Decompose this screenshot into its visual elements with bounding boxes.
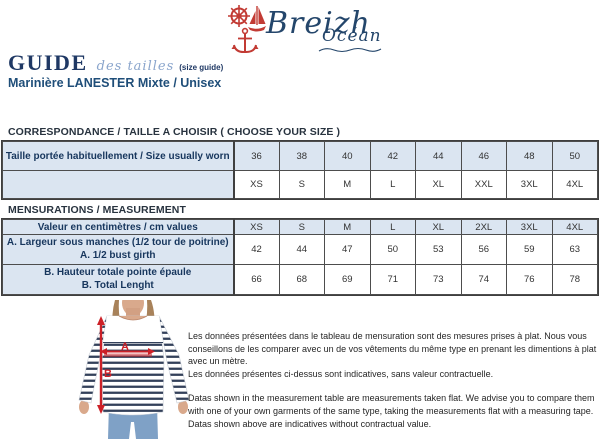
row-label-en: A. 1/2 bust girth [79, 249, 156, 261]
notes-block: Les données présentées dans le tableau d… [188, 330, 600, 430]
table-row-bust-girth: A. Largeur sous manches (1/2 tour de poi… [2, 234, 598, 265]
row-label-empty [2, 170, 234, 199]
guide-note: (size guide) [179, 63, 224, 72]
section-title-measurements: MENSURATIONS / MEASUREMENT [8, 204, 186, 216]
header-label-cm-values: Valeur en centimètres / cm values [2, 219, 234, 235]
hand-left [79, 400, 89, 414]
brand-name-breizh: Breizh [266, 6, 371, 41]
note-french-2: Les données présentes ci-dessus sont ind… [188, 368, 494, 379]
value-cell: 56 [460, 234, 507, 265]
shirt-yoke [103, 316, 163, 343]
size-cell: 36 [232, 141, 280, 171]
table-row-sizes-alpha: XS S M L XL XXL 3XL 4XL [2, 170, 598, 199]
table-row-sizes-numeric: Taille portée habituellement / Size usua… [2, 141, 598, 171]
value-cell: 44 [278, 234, 325, 265]
row-label-en: B. Total Lenght [81, 279, 154, 291]
header-size-cell: M [324, 219, 371, 235]
size-cell: 50 [551, 141, 598, 171]
arrow-b [97, 316, 105, 414]
value-cell: 47 [324, 234, 371, 265]
value-cell: 50 [369, 234, 416, 265]
note-english-2: Datas shown above are indicatives withou… [188, 418, 432, 429]
anchor-wheel-sailboat-icon [228, 5, 266, 54]
measurement-diagram-shirt: A B [78, 300, 190, 439]
size-cell: 44 [415, 141, 462, 171]
row-label-size-worn: Taille portée habituellement / Size usua… [2, 141, 234, 171]
row-label-total-length: B. Hauteur totale pointe épaule B. Total… [2, 264, 234, 295]
section-title-correspondence: CORRESPONDANCE / TAILLE A CHOISIR ( CHOO… [8, 126, 341, 138]
value-cell: 78 [551, 264, 598, 295]
brand-name-ocean: Océan [322, 26, 382, 46]
row-label-fr: A. Largeur sous manches (1/2 tour de poi… [6, 237, 229, 248]
value-cell: 59 [506, 234, 553, 265]
size-cell: M [324, 170, 371, 199]
header-size-cell: XL [415, 219, 462, 235]
header-size-cell: 2XL [460, 219, 507, 235]
value-cell: 68 [278, 264, 325, 295]
note-english-1: Datas shown in the measurement table are… [188, 393, 595, 416]
size-cell: 38 [278, 141, 325, 171]
header-size-cell: XS [232, 219, 280, 235]
value-cell: 69 [324, 264, 371, 295]
header-size-cell: L [369, 219, 416, 235]
value-cell: 71 [369, 264, 416, 295]
value-cell: 66 [232, 264, 280, 295]
value-cell: 53 [415, 234, 462, 265]
value-cell: 76 [506, 264, 553, 295]
hand-right [178, 400, 188, 414]
size-cell: 40 [324, 141, 371, 171]
header-size-cell: S [278, 219, 325, 235]
brand-underline-wave [318, 47, 382, 53]
measurements-table: Valeur en centimètres / cm values XS S M… [1, 218, 599, 296]
guide-title: GUIDE [8, 50, 88, 75]
size-cell: 46 [460, 141, 507, 171]
guide-subtitle: des tailles [96, 59, 175, 74]
neckline [118, 315, 148, 321]
size-cell: XL [415, 170, 462, 199]
marker-b-label: B [104, 368, 112, 380]
header-size-cell: 3XL [506, 219, 553, 235]
size-cell: 42 [369, 141, 416, 171]
value-cell: 74 [460, 264, 507, 295]
highlight-stripe-a [104, 353, 152, 357]
marker-a-label: A [121, 341, 129, 353]
value-cell: 63 [551, 234, 598, 265]
sleeve-right [158, 315, 190, 404]
size-cell: L [369, 170, 416, 199]
correspondence-table: Taille portée habituellement / Size usua… [1, 140, 599, 200]
note-french-1: Les données présentées dans le tableau d… [188, 331, 597, 367]
size-cell: 48 [506, 141, 553, 171]
size-cell: 3XL [506, 170, 553, 199]
size-cell: S [278, 170, 325, 199]
table-header-row: Valeur en centimètres / cm values XS S M… [2, 219, 598, 235]
table-row-total-length: B. Hauteur totale pointe épaule B. Total… [2, 264, 598, 295]
value-cell: 42 [232, 234, 280, 265]
paragraph-gap [188, 380, 600, 392]
guide-heading: GUIDE des tailles (size guide) [8, 50, 223, 76]
size-cell: 4XL [551, 170, 598, 199]
size-cell: XS [232, 170, 280, 199]
header-size-cell: 4XL [551, 219, 598, 235]
row-label-fr: B. Hauteur totale pointe épaule [44, 267, 192, 278]
arrow-a [100, 348, 155, 355]
product-title: Marinière LANESTER Mixte / Unisex [8, 76, 222, 90]
value-cell: 73 [415, 264, 462, 295]
row-label-bust-girth: A. Largeur sous manches (1/2 tour de poi… [2, 234, 234, 265]
size-cell: XXL [460, 170, 507, 199]
